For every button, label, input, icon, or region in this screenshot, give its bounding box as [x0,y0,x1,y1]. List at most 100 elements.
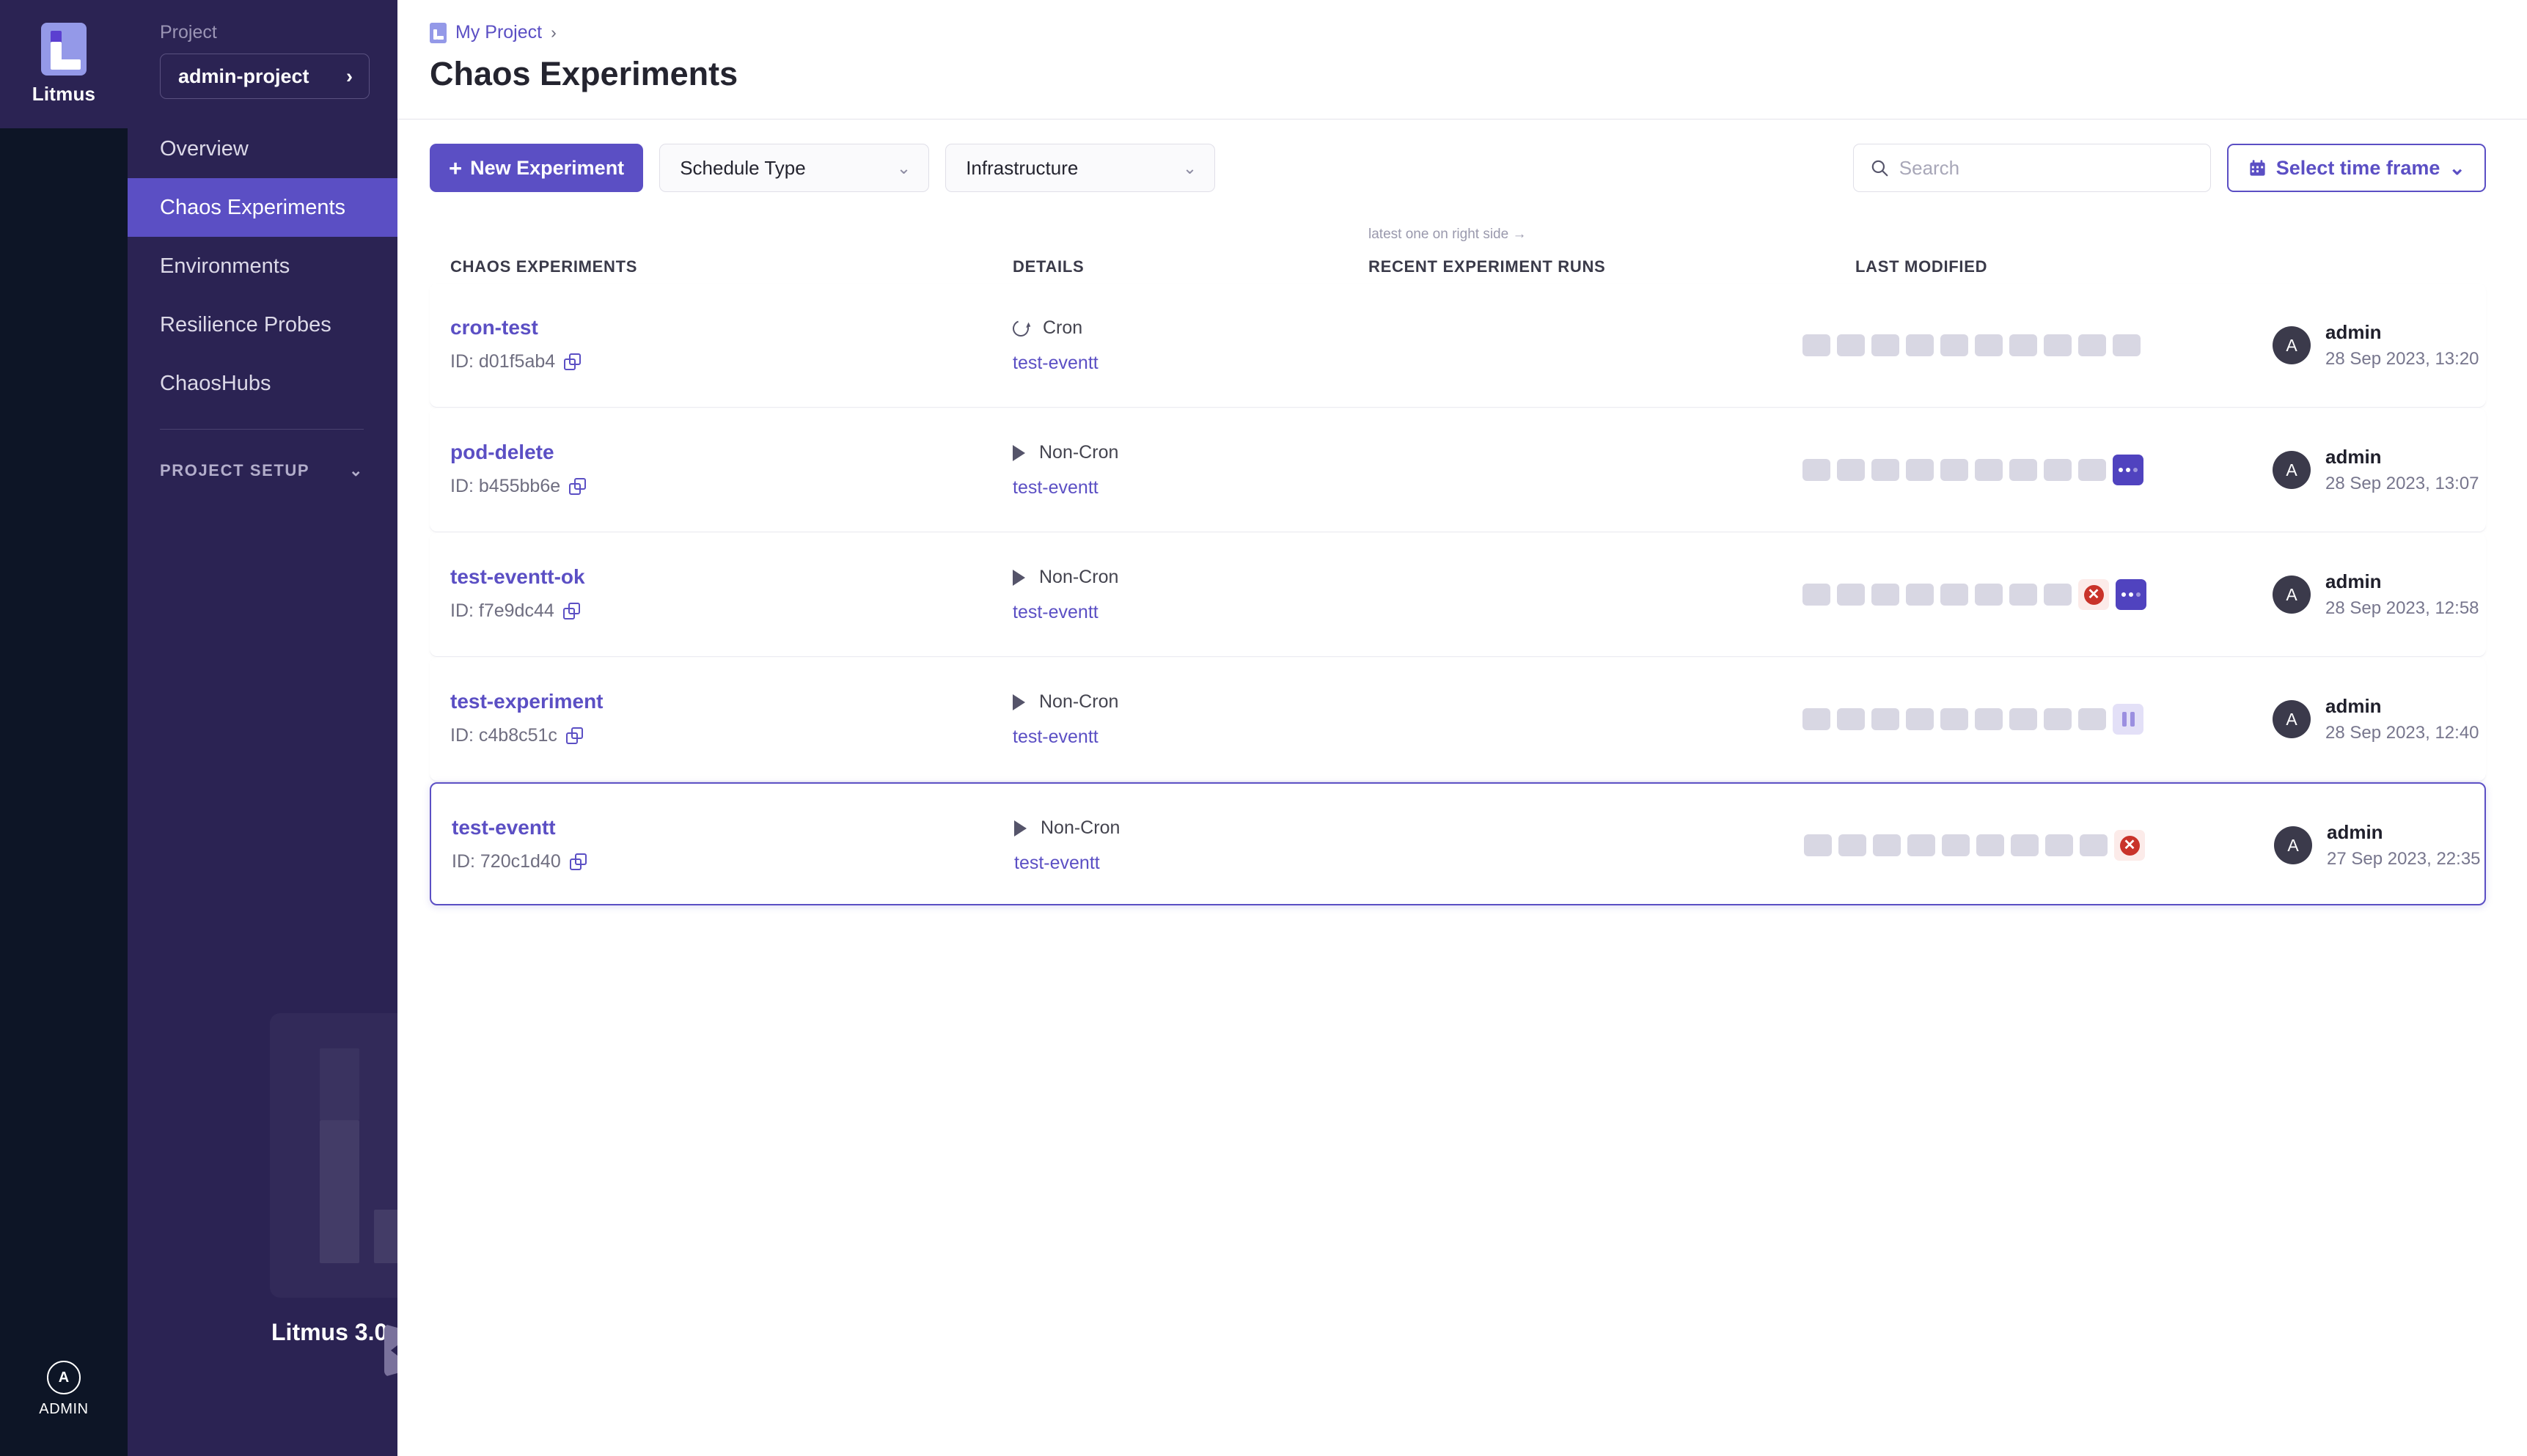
run-chip-idle[interactable] [1906,334,1934,356]
run-chip-idle[interactable] [1802,584,1830,606]
run-chip-idle[interactable] [2011,834,2039,856]
table-row[interactable]: test-eventt ID: 720c1d40 Non-Cron test-even… [430,782,2486,905]
run-chip-idle[interactable] [2078,459,2106,481]
sidebar-item-resilience-probes[interactable]: Resilience Probes [128,295,397,354]
schedule-type-label: Non-Cron [1039,442,1119,463]
run-chip-idle[interactable] [1906,708,1934,730]
run-chip-idle[interactable] [2009,334,2037,356]
table-row[interactable]: pod-delete ID: b455bb6e Non-Cron test-event… [430,408,2486,532]
recent-runs-cell [1802,658,2143,781]
run-chip-idle[interactable] [1907,834,1935,856]
run-chip-idle[interactable] [2044,459,2072,481]
run-chip-idle[interactable] [1906,584,1934,606]
infrastructure-select[interactable]: Infrastructure ⌄ [945,144,1216,192]
project-selector[interactable]: admin-project › [160,54,370,99]
run-chip-idle[interactable] [2044,334,2072,356]
run-chip-error[interactable]: ✕ [2114,830,2145,861]
sidebar-item-chaos-experiments[interactable]: Chaos Experiments [128,178,397,237]
experiment-name-link[interactable]: test-experiment [450,690,604,713]
run-chip-idle[interactable] [1976,834,2004,856]
run-chip-running[interactable] [2116,579,2146,610]
run-chip-idle[interactable] [1975,459,2003,481]
copy-icon[interactable] [569,853,587,870]
run-chip-idle[interactable] [1940,334,1968,356]
brand-block[interactable]: Litmus [0,0,128,128]
run-chip-idle[interactable] [1871,584,1899,606]
run-chip-idle[interactable] [2044,708,2072,730]
experiment-name-link[interactable]: test-eventt-ok [450,565,585,588]
run-chip-paused[interactable] [2113,704,2143,735]
run-chip-idle[interactable] [1838,834,1866,856]
run-chip-idle[interactable] [2045,834,2073,856]
infrastructure-value: Infrastructure [966,156,1079,179]
run-chip-idle[interactable] [1802,334,1830,356]
run-chip-idle[interactable] [2044,584,2072,606]
search-box[interactable] [1852,144,2211,192]
search-input[interactable] [1899,156,2196,180]
copy-icon[interactable] [562,603,580,619]
page-title: Chaos Experiments [430,55,738,92]
select-time-frame-button[interactable]: Select time frame ⌄ [2226,144,2486,192]
table-row[interactable]: test-experiment ID: c4b8c51c Non-Cron test-… [430,658,2486,781]
schedule-type-label: Cron [1043,317,1083,338]
run-chip-idle[interactable] [1975,708,2003,730]
user-profile[interactable]: A ADMIN [0,1361,128,1418]
experiment-id: ID: c4b8c51c [450,725,557,746]
run-chip-idle[interactable] [1906,459,1934,481]
copy-icon[interactable] [565,727,583,744]
copy-icon[interactable] [564,353,582,370]
experiment-name-link[interactable]: pod-delete [450,441,554,463]
run-chip-idle[interactable] [2009,459,2037,481]
schedule-type-select[interactable]: Schedule Type ⌄ [659,144,930,192]
run-chip-idle[interactable] [1837,459,1865,481]
sidebar-section-project-setup[interactable]: PROJECT SETUP ⌄ [128,449,397,493]
project-selector-value: admin-project [178,65,309,87]
copy-icon[interactable] [569,478,587,495]
run-chip-idle[interactable] [1871,334,1899,356]
run-chip-idle[interactable] [2009,584,2037,606]
run-chip-error[interactable]: ✕ [2078,579,2109,610]
run-chip-idle[interactable] [1802,459,1830,481]
run-chip-running[interactable] [2113,455,2143,485]
run-chip-idle[interactable] [1975,584,2003,606]
experiment-name-link[interactable]: test-eventt [452,816,556,839]
run-chip-idle[interactable] [1837,334,1865,356]
run-chip-idle[interactable] [1804,834,1832,856]
run-chip-idle[interactable] [2078,708,2106,730]
breadcrumb-link-my-project[interactable]: My Project [455,22,543,43]
run-chip-idle[interactable] [2113,334,2141,356]
run-chip-idle[interactable] [1802,708,1830,730]
experiment-name-link[interactable]: cron-test [450,316,538,339]
run-chip-idle[interactable] [1940,708,1968,730]
environment-link[interactable]: test-eventt [1014,853,1100,873]
sidebar-item-chaoshubs[interactable]: ChaosHubs [128,354,397,413]
environment-link[interactable]: test-eventt [1013,727,1099,747]
modified-at: 28 Sep 2023, 13:07 [2325,474,2479,493]
select-time-frame-label: Select time frame [2275,156,2440,179]
run-chip-idle[interactable] [1942,834,1970,856]
run-chip-idle[interactable] [1975,334,2003,356]
sidebar-version-label: Litmus 3.0 [271,1319,388,1345]
sidebar-item-environments[interactable]: Environments [128,237,397,295]
environment-link[interactable]: test-eventt [1013,602,1099,622]
run-chip-idle[interactable] [2009,708,2037,730]
environment-link[interactable]: test-eventt [1013,353,1099,373]
experiment-id: ID: f7e9dc44 [450,600,554,621]
sidebar-item-overview[interactable]: Overview [128,120,397,178]
run-chip-idle[interactable] [2078,334,2106,356]
run-chip-idle[interactable] [1871,459,1899,481]
new-experiment-button[interactable]: + New Experiment [430,144,644,192]
run-chip-idle[interactable] [1873,834,1901,856]
run-chip-idle[interactable] [1837,584,1865,606]
run-chip-idle[interactable] [1940,584,1968,606]
run-chip-idle[interactable] [1940,459,1968,481]
run-chip-idle[interactable] [1871,708,1899,730]
environment-link[interactable]: test-eventt [1013,477,1099,498]
experiment-id: ID: b455bb6e [450,476,561,496]
table-row[interactable]: test-eventt-ok ID: f7e9dc44 Non-Cron test-e… [430,533,2486,656]
run-chip-idle[interactable] [1837,708,1865,730]
run-chip-idle[interactable] [2080,834,2108,856]
modified-by: admin [2325,570,2382,592]
